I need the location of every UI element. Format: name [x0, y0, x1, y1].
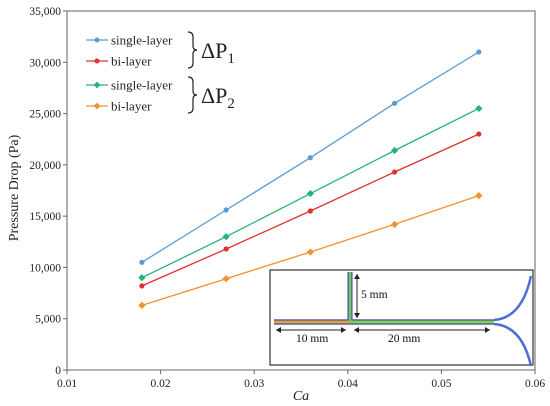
data-point — [307, 155, 313, 161]
legend-label: single-layer — [111, 78, 173, 93]
x-tick-label: 0.06 — [525, 378, 545, 390]
legend-swatch-marker — [93, 102, 101, 110]
x-tick-label: 0.02 — [151, 378, 171, 390]
data-point — [222, 275, 230, 283]
dim-arrow — [354, 313, 360, 318]
data-point — [222, 233, 230, 241]
data-point — [391, 220, 399, 228]
legend-swatch-marker — [93, 81, 101, 89]
y-tick-label: 10,000 — [29, 262, 61, 274]
plot-frame — [66, 10, 536, 371]
dim-5mm-label: 5 mm — [361, 289, 388, 301]
data-point — [138, 301, 146, 309]
inlet-stream — [274, 320, 350, 324]
dim-arrow — [341, 327, 346, 333]
series-layer — [138, 49, 483, 309]
y-axis: 0 5,000 10,000 15,000 20,000 25,000 30,000 35,0… — [29, 6, 67, 377]
outlet-arc-bottom — [493, 322, 533, 367]
data-point — [391, 146, 399, 155]
y-tick-label: 25,000 — [29, 109, 61, 121]
outlet-arc-top — [493, 275, 533, 322]
legend-group-label: ΔP2 — [201, 83, 235, 112]
main-stream — [350, 320, 494, 324]
legend-swatch-marker — [94, 58, 100, 64]
data-point — [306, 248, 314, 256]
y-tick-label: 20,000 — [29, 160, 61, 172]
dim-10mm-label: 10 mm — [296, 333, 328, 345]
data-point — [139, 259, 145, 265]
data-point — [223, 246, 229, 252]
x-tick-label: 0.04 — [338, 378, 358, 390]
legend-label: bi-layer — [111, 99, 152, 114]
plot-area — [66, 10, 536, 371]
x-tick-label: 0.01 — [57, 378, 77, 390]
y-tick-label: 0 — [55, 365, 61, 377]
y-tick-label: 35,000 — [29, 6, 61, 18]
dim-arrow — [485, 327, 490, 333]
data-point — [392, 100, 398, 106]
x-tick-label: 0.05 — [431, 378, 451, 390]
side-inlet — [348, 272, 352, 321]
x-axis-title: Ca — [293, 389, 309, 404]
y-tick-label: 5,000 — [35, 314, 61, 326]
data-point — [476, 49, 482, 55]
data-point — [392, 169, 398, 175]
y-tick-label: 30,000 — [29, 57, 61, 69]
data-point — [476, 131, 482, 137]
data-point — [223, 207, 229, 213]
data-point — [475, 192, 483, 200]
dim-arrow — [354, 327, 359, 333]
y-axis-title: Pressure Drop (Pa) — [7, 134, 22, 241]
data-point — [307, 208, 313, 214]
x-axis: 0.01 0.02 0.03 0.04 0.05 0.06 — [57, 370, 545, 390]
data-point — [306, 189, 314, 198]
x-tick-label: 0.03 — [244, 378, 264, 390]
inset-frame — [269, 269, 534, 366]
dim-arrow — [276, 327, 281, 333]
data-point — [475, 104, 483, 113]
legend-label: bi-layer — [111, 54, 152, 69]
legend-group-label: ΔP1 — [201, 38, 235, 67]
y-tick-label: 15,000 — [29, 211, 61, 223]
legend-label: single-layer — [111, 33, 173, 48]
legend-brace — [187, 76, 198, 114]
legend-brace — [187, 31, 198, 69]
legend: single-layer bi-layer single-layer bi-layer… — [86, 31, 235, 114]
data-point — [139, 283, 145, 289]
geometry-inset: 10 mm 20 mm 5 mm — [269, 269, 534, 367]
dim-arrow — [354, 274, 360, 279]
dim-20mm-label: 20 mm — [388, 333, 420, 345]
data-point — [138, 274, 146, 282]
legend-swatch-marker — [94, 37, 100, 43]
